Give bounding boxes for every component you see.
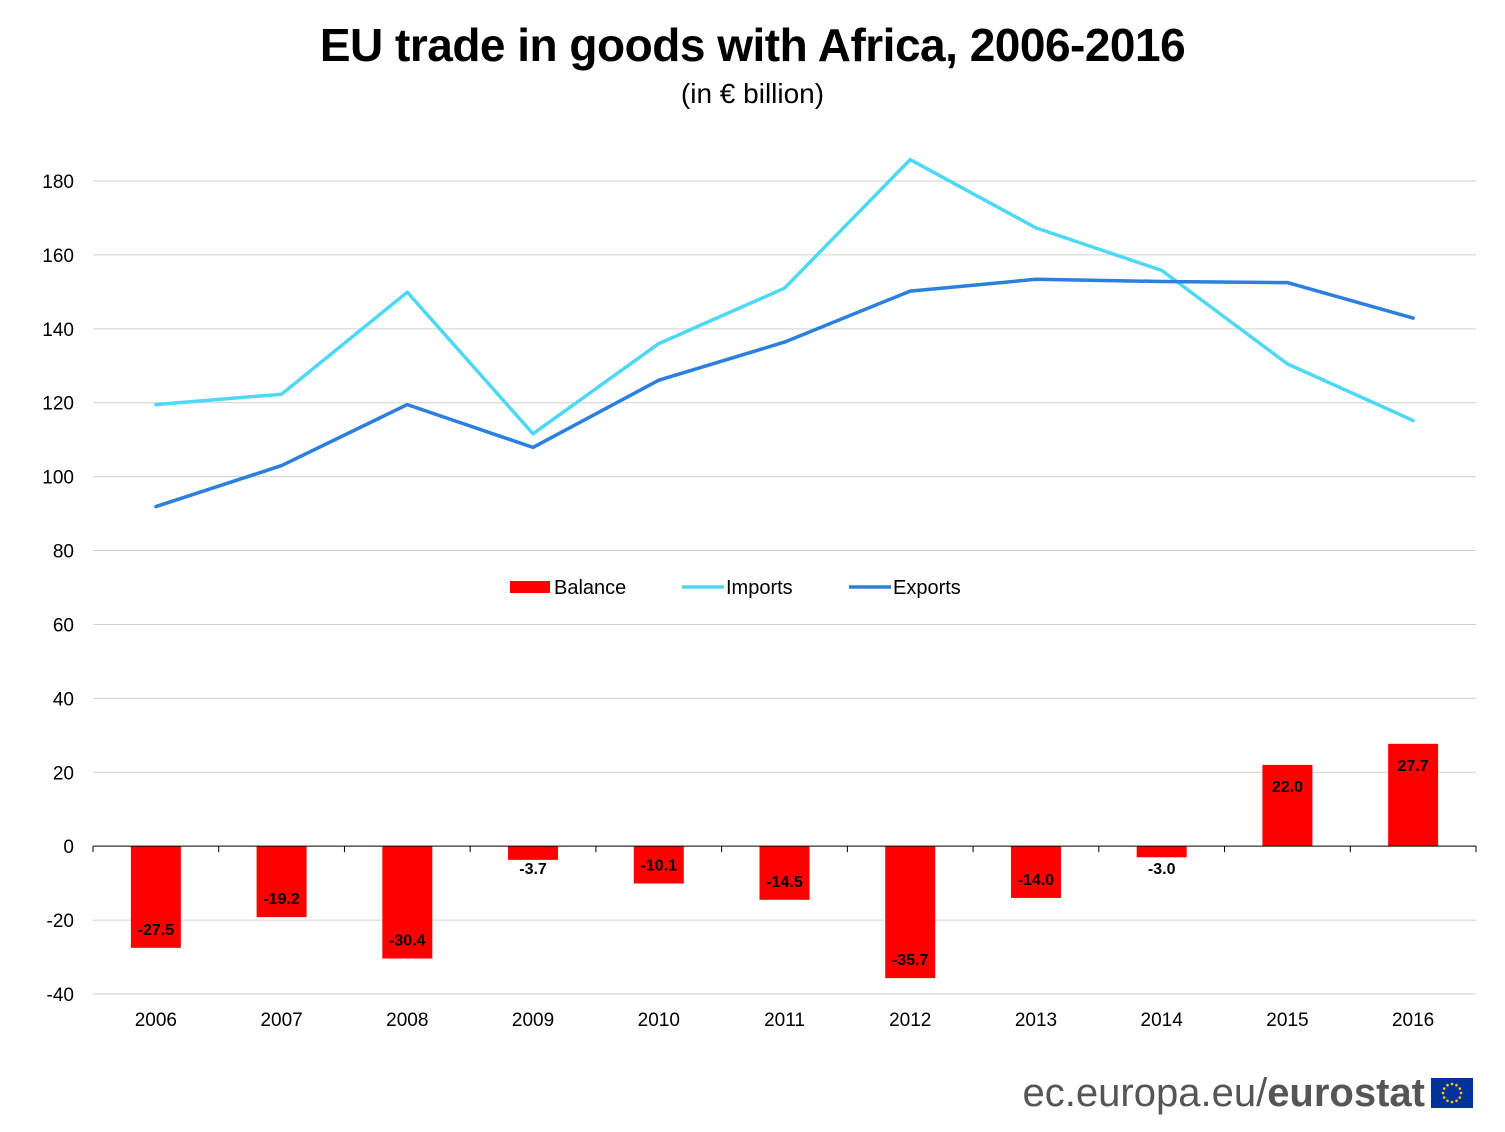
y-tick-label: 100 [42, 468, 74, 489]
x-tick-label: 2016 [1392, 1010, 1434, 1031]
balance-data-label: -14.0 [1018, 872, 1055, 889]
x-tick-label: 2009 [512, 1010, 554, 1031]
y-tick-label: 60 [53, 615, 74, 636]
y-axis-ticks: 180 160 140 120 100 80 60 40 20 0 -20 -40 [42, 172, 74, 1006]
x-tick-label: 2006 [135, 1010, 177, 1031]
y-tick-label: 0 [63, 837, 74, 858]
x-tick-label: 2011 [764, 1010, 805, 1031]
flag-star [1458, 1096, 1462, 1099]
legend: Balance Imports Exports [510, 577, 961, 599]
flag-star [1442, 1096, 1446, 1099]
flag-star [1458, 1087, 1462, 1090]
x-axis-ticks: 2006 2007 2008 2009 2010 2011 2012 2013 2014 2015… [135, 1010, 1435, 1031]
series-lines [154, 157, 1415, 509]
x-tick-label: 2015 [1266, 1010, 1308, 1031]
chart-subtitle: (in € billion) [680, 78, 825, 109]
balance-bar [633, 846, 684, 884]
y-tick-label: 180 [42, 172, 74, 193]
balance-bar [1136, 846, 1187, 858]
y-tick-label: -40 [47, 985, 74, 1006]
x-tick-label: 2007 [260, 1010, 302, 1031]
exports-line [154, 277, 1415, 509]
legend-swatch-balance [510, 581, 550, 593]
y-tick-label: -20 [47, 911, 74, 932]
x-tick-label: 2008 [386, 1010, 428, 1031]
x-axis [92, 845, 1477, 853]
flag-star [1446, 1099, 1449, 1103]
balance-data-label: 22.0 [1272, 779, 1303, 796]
balance-bar [256, 846, 307, 918]
chart-title: EU trade in goods with Africa, 2006-2016 [319, 19, 1186, 71]
legend-label-balance: Balance [554, 577, 626, 599]
balance-data-label: 27.7 [1398, 758, 1429, 775]
eu-flag-icon [1431, 1078, 1473, 1108]
balance-bar [508, 846, 559, 860]
balance-data-label: -14.5 [766, 874, 803, 891]
grid-lines [93, 180, 1476, 995]
legend-label-imports: Imports [726, 577, 793, 599]
flag-star [1442, 1087, 1446, 1090]
data-labels: -27.5 -19.2 -30.4 -3.7 -10.1 -14.5 -35.7 -14.0 -… [138, 758, 1429, 969]
footer-site-text: ec.europa.eu/ [1022, 1070, 1268, 1115]
balance-data-label: -3.7 [519, 861, 547, 878]
flag-background [1431, 1078, 1473, 1108]
balance-data-label: -10.1 [641, 858, 678, 875]
y-tick-label: 140 [42, 320, 74, 341]
balance-bar [1010, 846, 1061, 898]
flag-star [1441, 1091, 1445, 1095]
balance-data-label: -35.7 [892, 952, 929, 969]
balance-bar [382, 846, 433, 959]
y-tick-label: 40 [53, 689, 74, 710]
balance-bar [759, 846, 810, 900]
balance-data-label: -30.4 [389, 933, 426, 950]
balance-bar [885, 846, 936, 979]
flag-star [1450, 1082, 1454, 1086]
flag-star [1450, 1100, 1454, 1104]
y-tick-label: 80 [53, 542, 74, 563]
flag-star [1455, 1099, 1458, 1103]
flag-star [1455, 1083, 1458, 1087]
balance-data-label: -3.0 [1148, 861, 1176, 878]
flag-star [1459, 1091, 1463, 1095]
x-tick-label: 2014 [1141, 1010, 1184, 1031]
x-tick-label: 2012 [889, 1010, 931, 1031]
balance-bar [1388, 743, 1439, 847]
legend-label-exports: Exports [893, 577, 961, 599]
balance-bar [1262, 764, 1313, 847]
x-tick-label: 2010 [638, 1010, 680, 1031]
flag-star [1446, 1083, 1449, 1087]
eurostat-logo: ec.europa.eu/eurostat [1023, 1068, 1473, 1118]
y-tick-label: 20 [53, 763, 74, 784]
balance-bars [130, 743, 1439, 979]
balance-bar [130, 846, 181, 948]
balance-data-label: -27.5 [138, 922, 175, 939]
balance-data-label: -19.2 [263, 891, 300, 908]
y-tick-label: 160 [42, 246, 74, 267]
imports-line [154, 157, 1415, 436]
footer-brand-text: eurostat [1267, 1070, 1425, 1115]
y-tick-label: 120 [42, 394, 74, 415]
x-tick-label: 2013 [1015, 1010, 1057, 1031]
